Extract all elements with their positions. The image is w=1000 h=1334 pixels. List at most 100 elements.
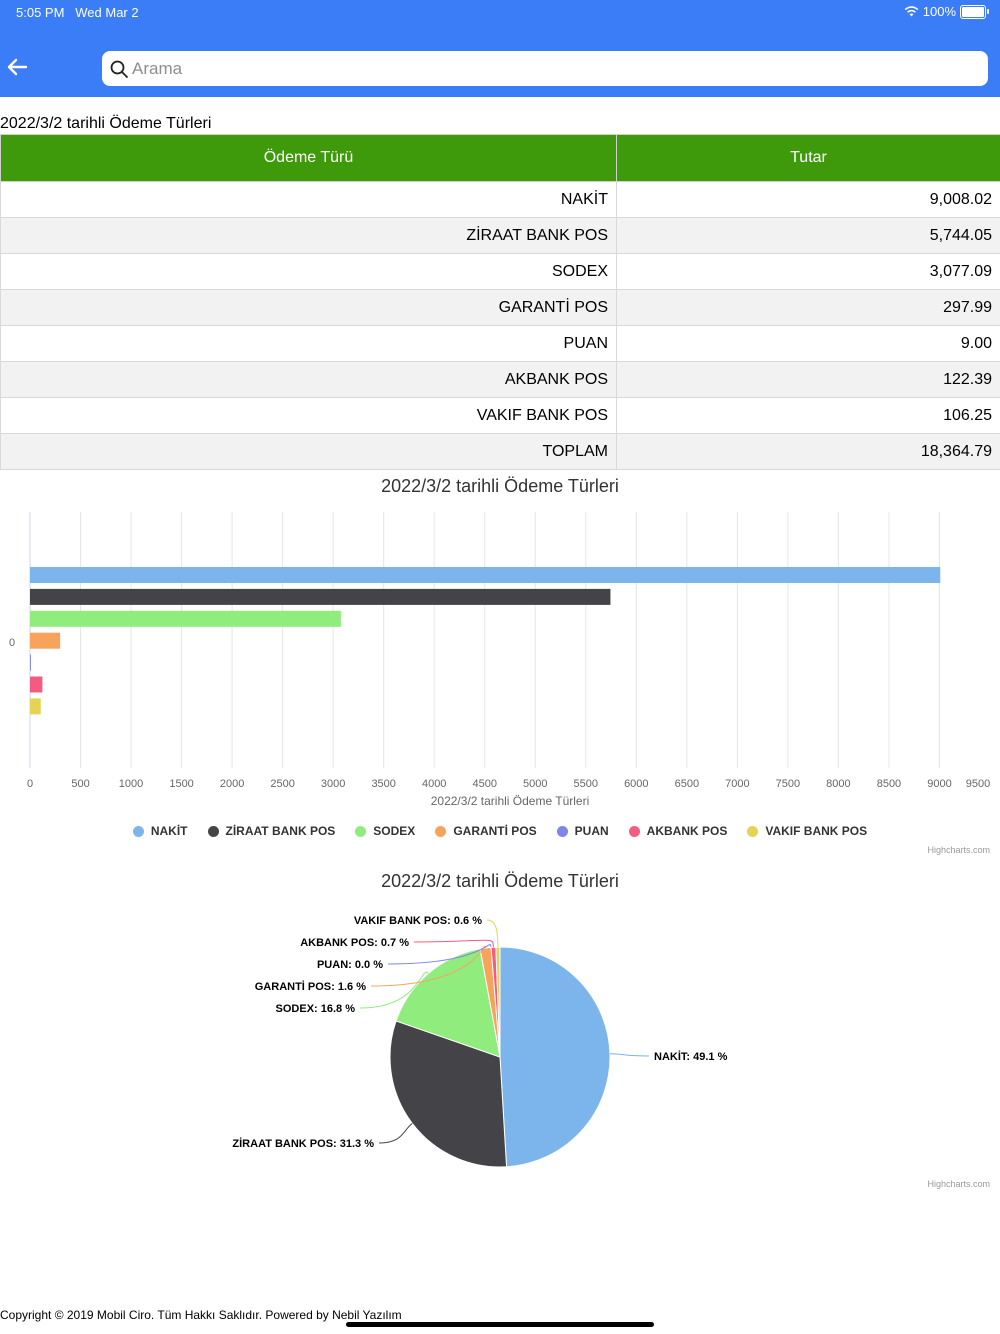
cell-type: TOPLAM xyxy=(0,433,617,470)
pie-slice-zi̇raat-bank-pos[interactable] xyxy=(389,1020,508,1168)
legend-item[interactable]: PUAN xyxy=(556,824,609,838)
x-tick-label: 9000 xyxy=(927,778,951,790)
legend-marker xyxy=(207,825,219,837)
status-right: 100% xyxy=(904,4,989,19)
cell-amount: 297.99 xyxy=(616,289,1000,326)
x-axis-title: 2022/3/2 tarihli Ödeme Türleri xyxy=(431,794,590,808)
connector-line xyxy=(370,945,487,987)
top-bar: 5:05 PM Wed Mar 2 100% xyxy=(0,0,1000,97)
legend-label: VAKIF BANK POS xyxy=(765,824,868,838)
x-tick-label: 2500 xyxy=(270,778,294,790)
pie-chart: NAKİT: 49.1 % ZİRAAT BANK POS: 31.3 % SODE… xyxy=(232,915,728,1168)
pie-label-sodex: SODEX: 16.8 % xyxy=(276,1003,356,1015)
y-category-label: 0 xyxy=(9,637,15,649)
x-tick-label: 7500 xyxy=(776,778,800,790)
connector-line xyxy=(413,939,494,948)
connector-line xyxy=(609,1053,650,1057)
search-icon xyxy=(110,60,128,78)
connector-line xyxy=(387,943,492,965)
cell-type: NAKİT xyxy=(0,181,617,218)
bar-chart-credits[interactable]: Highcharts.com xyxy=(927,845,990,855)
x-tick-label: 4500 xyxy=(472,778,496,790)
legend-item[interactable]: AKBANK POS xyxy=(628,824,728,838)
legend-label: AKBANK POS xyxy=(646,824,728,838)
battery-icon xyxy=(960,4,989,19)
status-time: 5:05 PM Wed Mar 2 xyxy=(16,5,139,20)
legend-marker xyxy=(747,825,759,837)
table-row[interactable]: PUAN 9.00 xyxy=(0,325,1000,362)
bar-vakif-bank-pos[interactable] xyxy=(30,698,41,715)
cell-amount: 18,364.79 xyxy=(616,433,1000,470)
cell-amount: 9,008.02 xyxy=(616,181,1000,218)
legend-item[interactable]: NAKİT xyxy=(132,824,188,838)
battery-percent: 100% xyxy=(922,4,956,19)
table-row[interactable]: AKBANK POS 122.39 xyxy=(0,361,1000,398)
pie-label-garanti̇-pos: GARANTİ POS: 1.6 % xyxy=(255,980,366,993)
connector-line xyxy=(486,919,499,948)
table-row[interactable]: ZİRAAT BANK POS 5,744.05 xyxy=(0,217,1000,254)
x-tick-label: 0 xyxy=(27,778,33,790)
x-tick-label: 1000 xyxy=(119,778,143,790)
legend-item[interactable]: SODEX xyxy=(355,824,415,838)
cell-amount: 9.00 xyxy=(616,325,1000,362)
wifi-icon xyxy=(904,6,919,17)
pie-label-akbank-pos: AKBANK POS: 0.7 % xyxy=(300,937,409,949)
column-header-amount[interactable]: Tutar xyxy=(616,134,1000,182)
payment-table: Ödeme Türü Tutar NAKİT 9,008.02 ZİRAAT BA… xyxy=(0,134,1000,470)
table-row[interactable]: VAKIF BANK POS 106.25 xyxy=(0,397,1000,434)
x-tick-label: 6000 xyxy=(624,778,648,790)
x-tick-label: 7000 xyxy=(725,778,749,790)
pie-label-vakif-bank-pos: VAKIF BANK POS: 0.6 % xyxy=(354,915,482,927)
status-date: Wed Mar 2 xyxy=(75,5,139,20)
legend-marker xyxy=(435,825,447,837)
legend-label: SODEX xyxy=(373,824,416,838)
bar-garanti̇-pos[interactable] xyxy=(30,632,61,649)
x-tick-label: 500 xyxy=(71,778,89,790)
x-tick-label: 1500 xyxy=(169,778,193,790)
cell-type: ZİRAAT BANK POS xyxy=(0,217,617,254)
cell-amount: 106.25 xyxy=(616,397,1000,434)
pie-slice-naki̇t[interactable] xyxy=(499,946,611,1168)
pie-label-naki̇t: NAKİT: 49.1 % xyxy=(654,1050,728,1063)
column-header-type[interactable]: Ödeme Türü xyxy=(0,134,617,182)
x-tick-label: 5000 xyxy=(523,778,547,790)
bar-naki̇t[interactable] xyxy=(30,567,941,583)
pie-chart-credits[interactable]: Highcharts.com xyxy=(927,1179,990,1189)
legend-marker xyxy=(628,825,640,837)
x-tick-label: 3000 xyxy=(321,778,345,790)
bar-chart: 0 500 1000 1500 2000 2500 3000 3500 4000 4500 5000… xyxy=(9,512,990,808)
table-row[interactable]: GARANTİ POS 297.99 xyxy=(0,289,1000,326)
cell-amount: 122.39 xyxy=(616,361,1000,398)
legend-marker xyxy=(556,825,568,837)
x-tick-label: 9500 xyxy=(966,778,990,790)
x-tick-label: 6500 xyxy=(675,778,699,790)
cell-amount: 3,077.09 xyxy=(616,253,1000,290)
legend-item[interactable]: GARANTİ POS xyxy=(435,824,537,838)
bar-zi̇raat-bank-pos[interactable] xyxy=(30,588,611,605)
bar-akbank-pos[interactable] xyxy=(30,676,43,693)
legend-label: ZİRAAT BANK POS xyxy=(225,824,336,838)
legend-item[interactable]: ZİRAAT BANK POS xyxy=(207,824,336,838)
bar-puan[interactable] xyxy=(30,654,31,671)
cell-amount: 5,744.05 xyxy=(616,217,1000,254)
bar-sodex[interactable] xyxy=(30,610,341,627)
pie-slice-sodex[interactable] xyxy=(395,948,501,1058)
x-tick-label: 4000 xyxy=(422,778,446,790)
cell-type: PUAN xyxy=(0,325,617,362)
x-tick-label: 8000 xyxy=(826,778,850,790)
table-row[interactable]: SODEX 3,077.09 xyxy=(0,253,1000,290)
bar-chart-legend: NAKİT ZİRAAT BANK POS SODEX GARANTİ POS PUAN… xyxy=(0,824,1000,838)
connector-line xyxy=(359,971,429,1009)
search-input[interactable] xyxy=(132,51,972,86)
table-row[interactable]: NAKİT 9,008.02 xyxy=(0,181,1000,218)
x-tick-label: 3500 xyxy=(371,778,395,790)
cell-type: SODEX xyxy=(0,253,617,290)
search-box[interactable] xyxy=(102,51,988,86)
legend-label: GARANTİ POS xyxy=(453,824,537,838)
legend-item[interactable]: VAKIF BANK POS xyxy=(747,824,867,838)
pie-chart-title: 2022/3/2 tarihli Ödeme Türleri xyxy=(381,871,619,891)
back-button[interactable] xyxy=(4,52,30,82)
x-tick-label: 8500 xyxy=(877,778,901,790)
table-row-total[interactable]: TOPLAM 18,364.79 xyxy=(0,433,1000,470)
legend-marker xyxy=(355,825,367,837)
